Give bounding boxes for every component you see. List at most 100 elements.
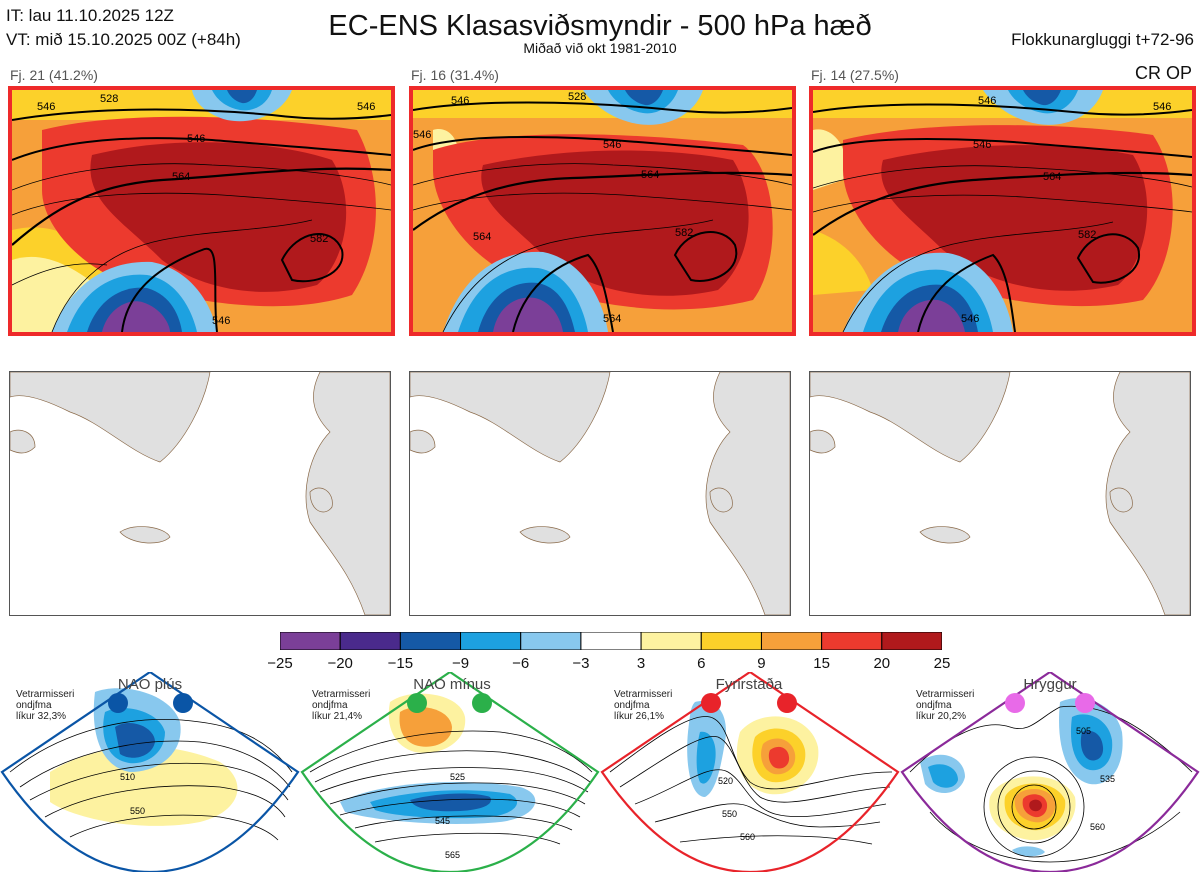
colorbar-tick-label: 9: [757, 655, 766, 672]
north-atlantic-basemap: [10, 372, 390, 615]
colorbar-swatch: [640, 632, 702, 650]
contour-label: 546: [973, 139, 991, 151]
regime-nao-plus-map: 510 550: [0, 672, 300, 872]
page-subtitle: Miðað við okt 1981-2010: [523, 40, 677, 56]
regime-title-blocking: Fyrirstaða: [715, 676, 783, 693]
contour-label: 564: [603, 313, 621, 325]
north-atlantic-basemap: [410, 372, 790, 615]
contour-label: 560: [1090, 822, 1105, 832]
colorbar-tick-label: −20: [327, 655, 353, 672]
colorbar-tick-label: 20: [873, 655, 891, 672]
colorbar-swatch: [460, 632, 522, 650]
regime-title-nao-plus: NAO plús: [117, 676, 183, 693]
initial-time: IT: lau 11.10.2025 12Z: [6, 6, 174, 25]
contour-label: 582: [1078, 229, 1096, 241]
contour-label: 546: [961, 313, 979, 325]
contour-label: 546: [1153, 101, 1171, 113]
classification-window: Flokkunargluggi t+72-96: [1011, 30, 1194, 49]
contour-label: 510: [120, 772, 135, 782]
probability-label: líkur 20,2%: [916, 711, 967, 722]
contour-label: 520: [718, 776, 733, 786]
contour-label: 546: [187, 133, 205, 145]
contour-label: 565: [445, 850, 460, 860]
cluster-map-3: [809, 86, 1196, 336]
contour-label: 505: [1076, 726, 1091, 736]
contour-label: 550: [722, 809, 737, 819]
probability-label: líkur 32,3%: [16, 711, 67, 722]
contour-label: 564: [641, 169, 659, 181]
probability-label: líkur 26,1%: [614, 711, 665, 722]
colorbar-tick-label: −15: [387, 655, 414, 672]
basemap-1: [9, 371, 391, 616]
basemap-2: [409, 371, 791, 616]
contour-label: 582: [675, 227, 693, 239]
colorbar-tick-label: −9: [451, 655, 470, 672]
contour-label: 546: [212, 315, 230, 327]
contour-label: 564: [473, 231, 491, 243]
regime-ridge-map: 505 535 560: [900, 672, 1200, 872]
colorbar-swatch: [821, 632, 883, 650]
colorbar-swatch: [280, 632, 341, 650]
contour-label: 560: [740, 832, 755, 842]
months-label: ondjfma: [614, 700, 650, 711]
regime-blocking-map: 520 550 560: [600, 672, 900, 872]
colorbar-tick-label: −6: [512, 655, 530, 672]
contour-label: 535: [1100, 774, 1115, 784]
colorbar-swatch: [700, 632, 762, 650]
season-label: Vetrarmisseri: [312, 689, 371, 700]
contour-label: 546: [978, 95, 996, 107]
months-label: ondjfma: [916, 700, 952, 711]
colorbar-swatch: [760, 632, 823, 650]
colorbar-tick-label: 6: [697, 655, 706, 672]
panel-3-contour-labels: 546 546 564 582 546 546: [961, 95, 1171, 325]
colorbar-swatch: [520, 632, 582, 650]
contour-label: 546: [413, 129, 431, 141]
colorbar-tick-label: −3: [572, 655, 590, 672]
months-label: ondjfma: [312, 700, 348, 711]
season-label: Vetrarmisseri: [916, 689, 975, 700]
season-label: Vetrarmisseri: [614, 689, 673, 700]
colorbar-tick-label: −25: [267, 655, 293, 672]
contour-label: 546: [357, 101, 375, 113]
basemap-3: [809, 371, 1191, 616]
anomaly-map: [813, 90, 1192, 332]
regime-info-blocking: Vetrarmisseri ondjfma líkur 26,1%: [614, 689, 672, 722]
contour-label: 564: [1043, 171, 1061, 183]
contour-label: 546: [451, 95, 469, 107]
contour-label: 525: [450, 772, 465, 782]
regime-info-ridge: Vetrarmisseri ondjfma líkur 20,2%: [916, 689, 974, 722]
panel-1-contour-labels: 528 546 546 564 582 546 546: [37, 93, 375, 327]
contour-label: 545: [435, 816, 450, 826]
colorbar-tick-label: 15: [813, 655, 830, 672]
regime-title-ridge: Hryggur: [1023, 676, 1077, 693]
anomaly-colorbar: [280, 632, 942, 650]
control-run-tag: CR OP: [1134, 63, 1192, 83]
anomaly-map: [12, 90, 391, 332]
colorbar-swatch: [339, 632, 401, 650]
regime-title-nao-minus: NAO mínus: [413, 676, 491, 693]
anomaly-map: [413, 90, 792, 332]
cluster-map-2: [409, 86, 796, 336]
regime-info-nao-minus: Vetrarmisseri ondjfma líkur 21,4%: [312, 689, 370, 722]
cluster-map-1: [8, 86, 395, 336]
panel-2-contour-labels: 546 528 546 546 564 582 564 564: [413, 91, 693, 325]
regime-info-nao-plus: Vetrarmisseri ondjfma líkur 32,3%: [16, 689, 74, 722]
colorbar-swatch: [580, 632, 642, 650]
contour-label: 546: [603, 139, 621, 151]
contour-label: 528: [568, 91, 586, 103]
months-label: ondjfma: [16, 700, 52, 711]
season-label: Vetrarmisseri: [16, 689, 75, 700]
colorbar-swatch: [881, 632, 942, 650]
contour-label: 550: [130, 806, 145, 816]
page-title: EC-ENS Klasasviðsmyndir - 500 hPa hæð: [328, 10, 872, 42]
colorbar-swatch: [399, 632, 462, 650]
panel-label-2: Fj. 16 (31.4%): [411, 67, 499, 83]
panel-label-3: Fj. 14 (27.5%): [811, 67, 899, 83]
contour-label: 582: [310, 233, 328, 245]
colorbar-tick-label: 25: [933, 655, 951, 672]
colorbar-tick-label: 3: [636, 655, 646, 672]
panel-label-1: Fj. 21 (41.2%): [10, 67, 98, 83]
valid-time: VT: mið 15.10.2025 00Z (+84h): [6, 30, 241, 49]
contour-label: 546: [37, 101, 55, 113]
contour-label: 528: [100, 93, 118, 105]
